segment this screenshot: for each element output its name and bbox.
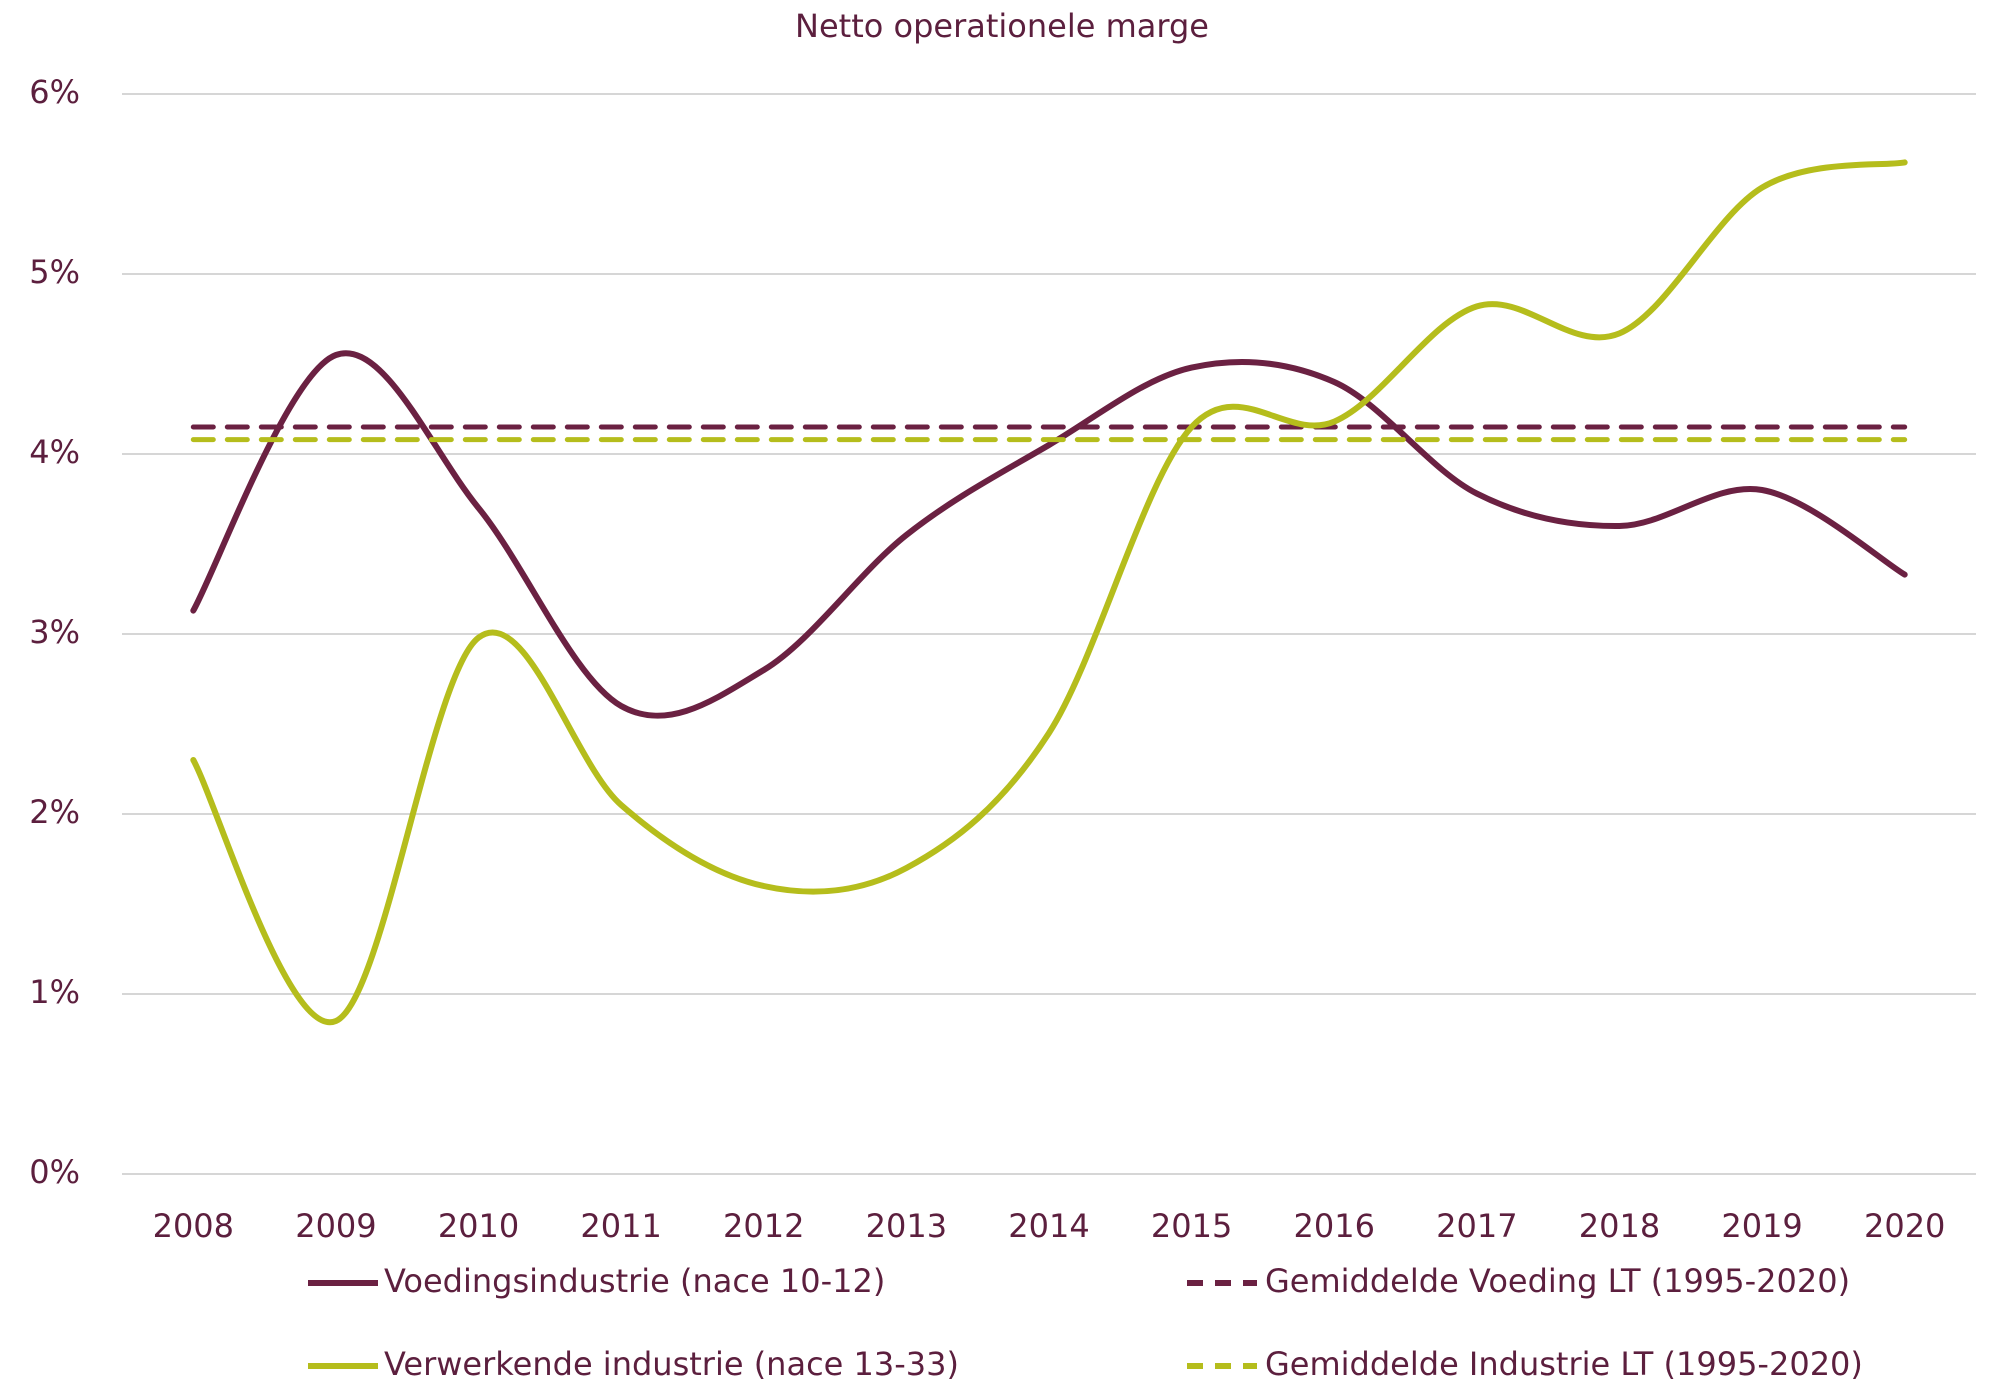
- y-tick-label: 4%: [29, 433, 80, 471]
- legend-label: Voedingsindustrie (nace 10-12): [384, 1262, 885, 1300]
- x-tick-label: 2013: [866, 1207, 947, 1245]
- x-tick-label: 2016: [1294, 1207, 1375, 1245]
- x-tick-label: 2011: [580, 1207, 661, 1245]
- y-tick-label: 0%: [29, 1153, 80, 1191]
- x-tick-label: 2017: [1436, 1207, 1517, 1245]
- series-line: [190, 350, 1908, 719]
- y-tick-label: 6%: [29, 73, 80, 111]
- y-tick-label: 1%: [29, 973, 80, 1011]
- x-tick-label: 2008: [153, 1207, 234, 1245]
- y-tick-label: 5%: [29, 253, 80, 291]
- x-tick-label: 2018: [1579, 1207, 1660, 1245]
- x-tick-label: 2015: [1151, 1207, 1232, 1245]
- x-tick-label: 2009: [295, 1207, 376, 1245]
- y-tick-label: 3%: [29, 613, 80, 651]
- x-tick-label: 2020: [1864, 1207, 1945, 1245]
- y-tick-label: 2%: [29, 793, 80, 831]
- x-tick-label: 2014: [1008, 1207, 1089, 1245]
- series-line: [190, 159, 1908, 1026]
- x-tick-label: 2012: [723, 1207, 804, 1245]
- chart-title: Netto operationele marge: [795, 7, 1209, 45]
- legend-label: Verwerkende industrie (nace 13-33): [384, 1345, 959, 1383]
- legend-label: Gemiddelde Voeding LT (1995-2020): [1265, 1262, 1850, 1300]
- x-tick-label: 2019: [1721, 1207, 1802, 1245]
- legend-label: Gemiddelde Industrie LT (1995-2020): [1265, 1345, 1863, 1383]
- x-tick-label: 2010: [438, 1207, 519, 1245]
